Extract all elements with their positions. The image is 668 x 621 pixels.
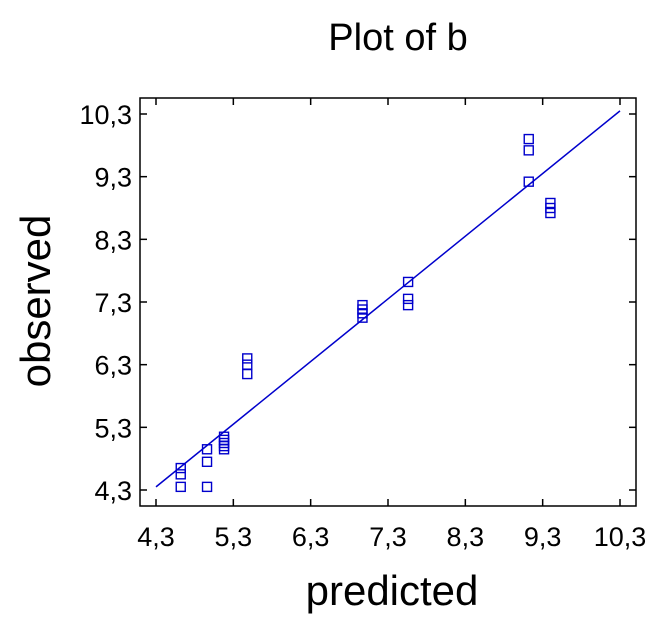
data-point xyxy=(402,276,414,288)
data-point xyxy=(523,145,534,156)
data-point xyxy=(175,481,186,493)
data-point xyxy=(175,462,186,474)
y-axis-label: observed xyxy=(12,215,59,388)
data-point xyxy=(201,444,213,455)
data-point xyxy=(218,431,230,442)
data-point xyxy=(402,293,414,305)
chart-title: Plot of b xyxy=(328,17,467,59)
data-point xyxy=(523,176,534,187)
y-tick-label: 8,3 xyxy=(94,225,132,255)
x-tick-label: 5,3 xyxy=(215,522,253,552)
data-point xyxy=(218,437,230,449)
x-tick-label: 9,3 xyxy=(524,522,562,552)
y-tick-label: 10,3 xyxy=(79,100,132,130)
data-point xyxy=(523,133,534,145)
y-tick-label: 5,3 xyxy=(94,413,132,443)
data-point xyxy=(357,299,368,311)
data-point xyxy=(201,456,213,467)
y-tick-label: 6,3 xyxy=(94,351,132,381)
plot-area: 4,34,3 5,3 5,3 6,3 6,3 7,3 7,3 8,3 8,3 9,3 9,3 10,3… xyxy=(79,97,647,552)
data-point xyxy=(402,299,414,311)
x-tick-label: 8,3 xyxy=(447,522,485,552)
data-point xyxy=(242,353,253,364)
data-point xyxy=(175,469,186,480)
x-tick-label: 4,3 xyxy=(137,522,175,552)
x-axis-label: predicted xyxy=(306,567,479,614)
y-tick-label: 9,3 xyxy=(94,163,132,193)
x-tick-label: 10,3 xyxy=(594,522,647,552)
y-tick-label: 7,3 xyxy=(94,288,132,318)
data-point xyxy=(218,440,230,452)
fit-line xyxy=(155,110,621,488)
y-tick-label: 4,3 xyxy=(94,476,132,506)
x-tick-label: 7,3 xyxy=(369,522,407,552)
data-point xyxy=(201,481,213,493)
data-point xyxy=(545,197,556,209)
data-point xyxy=(218,434,230,446)
data-point xyxy=(242,368,253,380)
x-tick-label: 6,3 xyxy=(292,522,330,552)
data-point xyxy=(242,359,253,370)
data-point xyxy=(218,444,230,455)
plot-frame xyxy=(139,97,637,507)
